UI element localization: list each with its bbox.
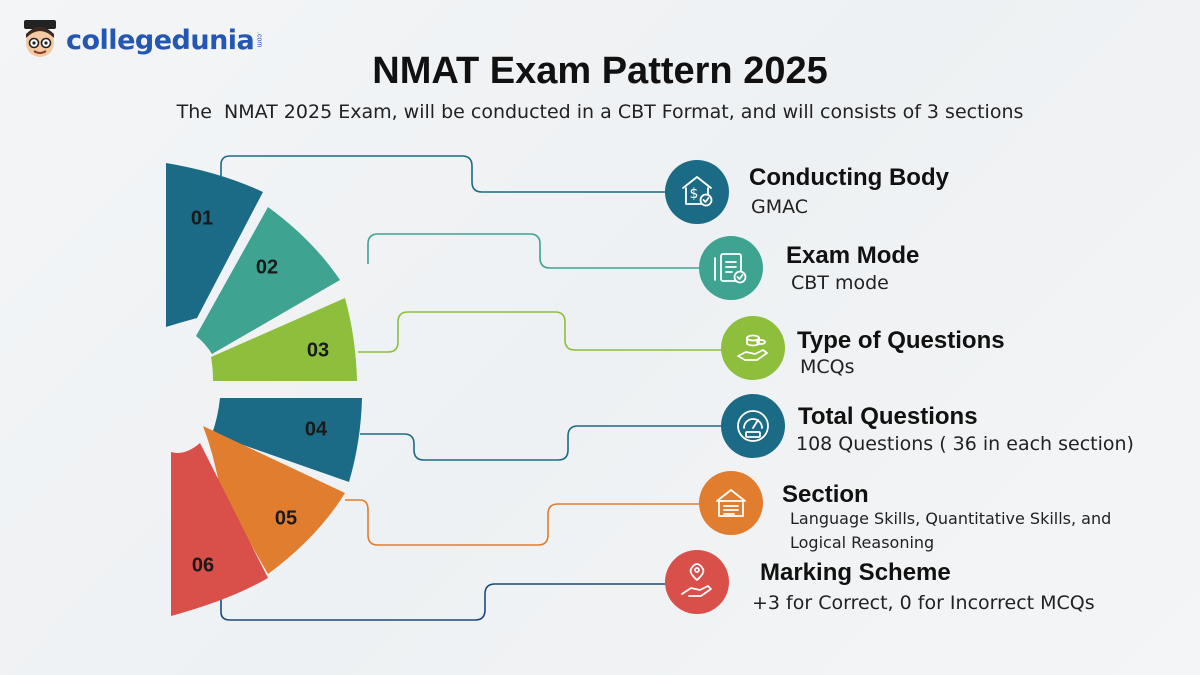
hand-coins-icon	[737, 334, 768, 361]
mascot-icon	[24, 20, 56, 57]
icon-badge-02	[699, 236, 763, 300]
hand-pin-icon	[681, 563, 712, 597]
page-title: NMAT Exam Pattern 2025	[372, 50, 828, 92]
fan-segment-04	[212, 398, 362, 482]
item-value-3: MCQs	[800, 356, 855, 378]
segment-number-06: 06	[192, 554, 214, 576]
brand-name[interactable]: collegedunia	[66, 24, 255, 56]
icon-badge-04	[721, 394, 785, 458]
connector-line-6	[220, 583, 668, 621]
item-title-3: Type of Questions	[797, 327, 1005, 354]
page-subtitle: The NMAT 2025 Exam, will be conducted in…	[176, 101, 1024, 123]
item-value-2: CBT mode	[791, 272, 889, 294]
item-value-6: +3 for Correct, 0 for Incorrect MCQs	[752, 592, 1095, 614]
segment-number-05: 05	[275, 507, 297, 529]
icon-badge-05	[699, 471, 763, 535]
item-title-2: Exam Mode	[786, 242, 920, 269]
fan-segment-03	[211, 298, 357, 381]
segment-number-01: 01	[191, 207, 213, 229]
segment-number-03: 03	[307, 339, 329, 361]
item-title-4: Total Questions	[798, 403, 978, 430]
building-list-icon	[716, 489, 746, 517]
connector-line-4	[360, 425, 724, 461]
icon-badge-06	[665, 550, 729, 614]
connector-line-2	[367, 233, 700, 269]
item-title-1: Conducting Body	[749, 164, 949, 191]
document-check-icon	[714, 253, 747, 284]
connector-line-1	[220, 155, 668, 193]
connector-line-3	[358, 311, 724, 353]
brand-logo: collegedunia .com	[18, 18, 262, 62]
segment-number-04: 04	[305, 418, 328, 440]
fan-segment-01	[166, 163, 263, 327]
item-value-5: Language Skills, Quantitative Skills, an…	[790, 509, 1112, 552]
fan-segment-02	[196, 207, 340, 354]
fan-segment-05	[203, 426, 345, 574]
bank-dollar-icon: $	[682, 176, 713, 207]
icon-badge-01: $	[665, 160, 729, 224]
item-value-1: GMAC	[751, 196, 809, 218]
icon-badge-03	[721, 316, 785, 380]
fan-segment-06	[171, 443, 268, 616]
item-title-6: Marking Scheme	[760, 559, 951, 586]
segment-number-02: 02	[256, 256, 278, 278]
brand-suffix: .com	[255, 32, 263, 48]
connector-line-5	[345, 499, 702, 546]
item-title-5: Section	[782, 481, 869, 508]
gauge-icon	[737, 410, 769, 442]
svg-text:$: $	[690, 186, 699, 202]
item-value-4: 108 Questions ( 36 in each section)	[796, 433, 1134, 455]
